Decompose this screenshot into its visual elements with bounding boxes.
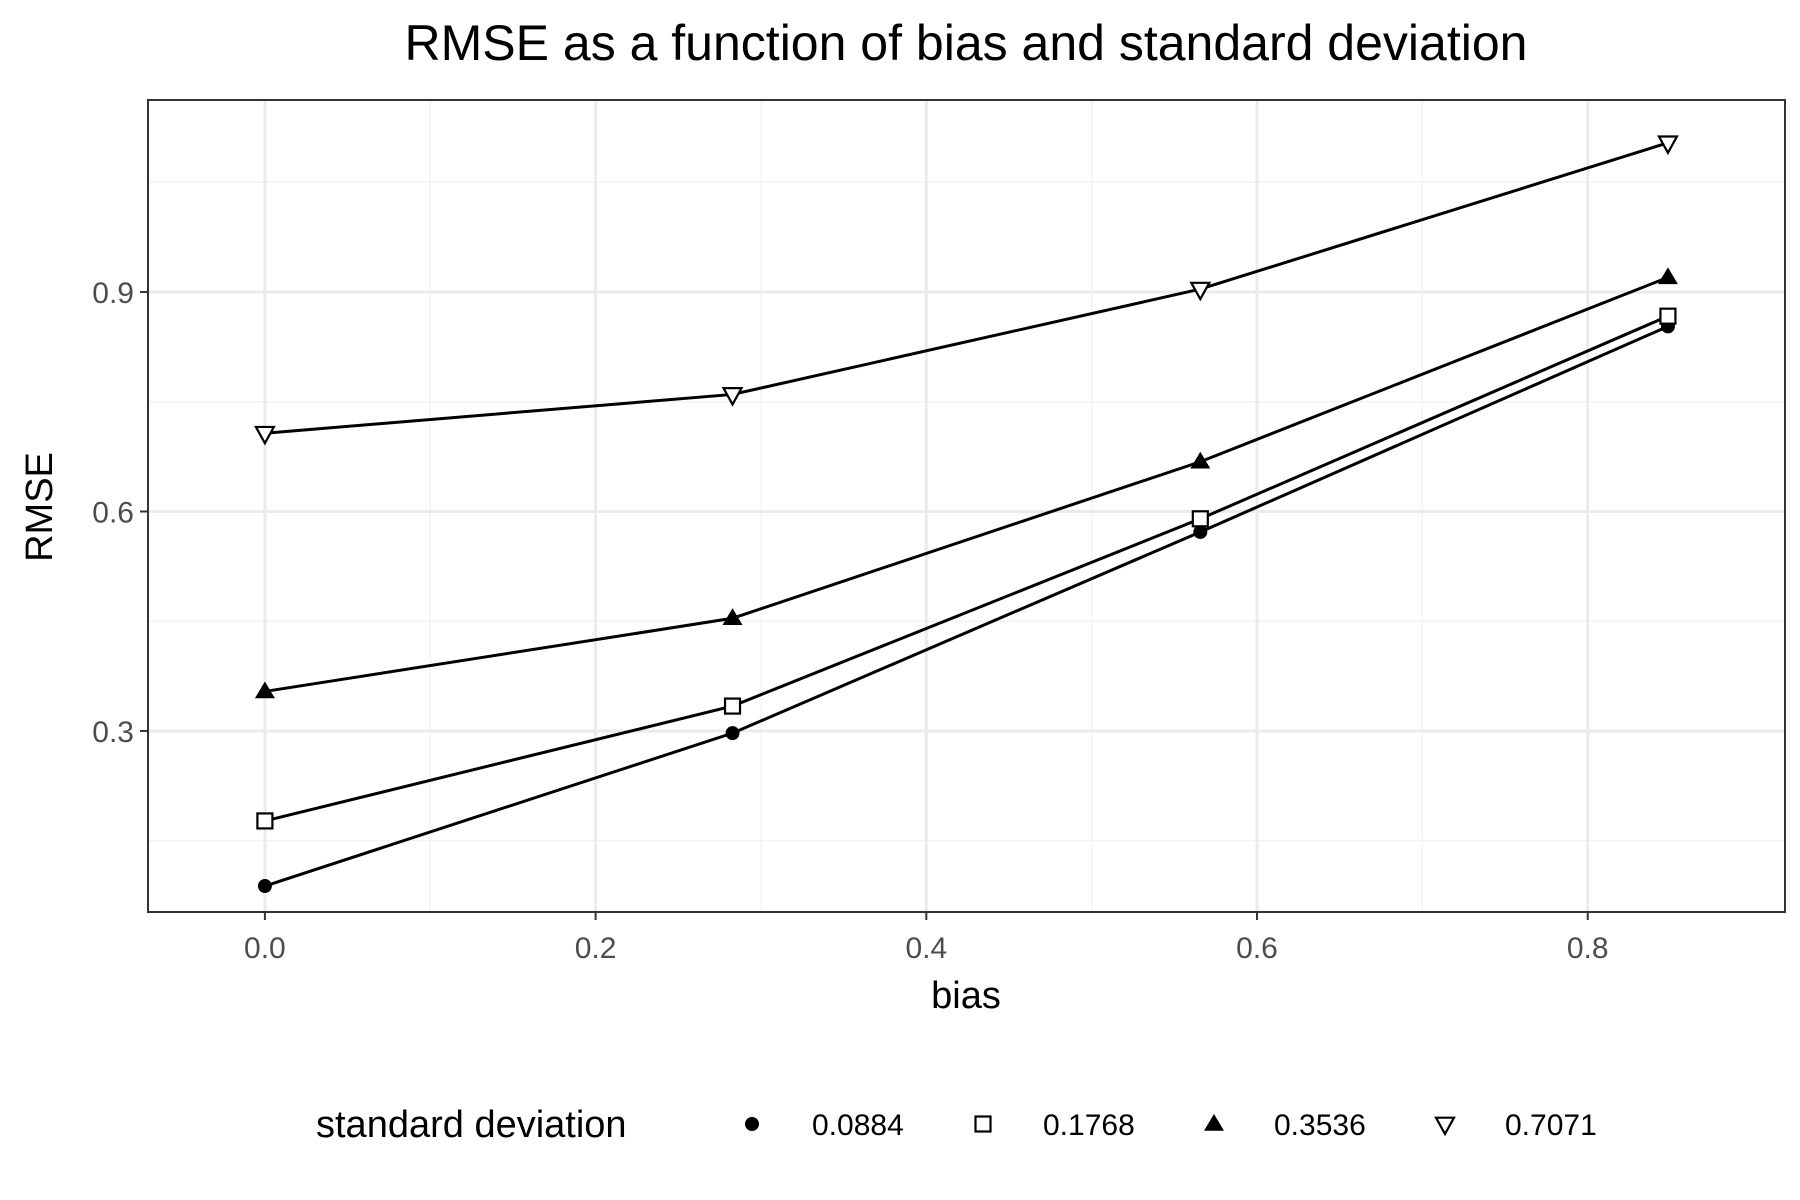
series-lines — [264, 141, 1669, 888]
series-line-0.0884 — [264, 325, 1669, 888]
legend-label-0.3536: 0.3536 — [1274, 1109, 1366, 1142]
y-axis-title: RMSE — [19, 452, 61, 562]
y-axis-ticks: 0.3 0.6 0.9 — [92, 277, 148, 749]
series-line-0.1768 — [264, 314, 1669, 823]
x-axis-title: bias — [931, 975, 1001, 1017]
y-tick-label: 0.6 — [92, 496, 134, 529]
legend: standard deviation 0.0884 0.1768 0.3536 0.7… — [316, 1104, 1597, 1146]
x-axis-ticks: 0.0 0.2 0.4 0.6 0.8 — [244, 912, 1609, 965]
x-tick-label: 0.4 — [905, 932, 947, 965]
data-point-0.3536 — [722, 608, 743, 626]
legend-key-0.1768 — [974, 1115, 992, 1133]
x-tick-label: 0.8 — [1567, 932, 1609, 965]
data-point-0.0884 — [725, 726, 740, 741]
chart-title: RMSE as a function of bias and standard … — [405, 15, 1528, 71]
data-point-0.7071 — [254, 425, 276, 446]
x-tick-label: 0.2 — [575, 932, 617, 965]
data-point-0.7071 — [1657, 135, 1679, 156]
legend-label-0.7071: 0.7071 — [1505, 1109, 1597, 1142]
x-tick-label: 0.6 — [1236, 932, 1278, 965]
data-point-0.3536 — [1657, 267, 1678, 285]
plot-panel-border — [147, 99, 1786, 913]
x-tick-label: 0.0 — [244, 932, 286, 965]
data-point-0.1768 — [1191, 510, 1209, 528]
data-point-0.0884 — [257, 879, 272, 894]
legend-key-0.3536 — [1204, 1114, 1224, 1131]
legend-key-0.7071 — [1434, 1116, 1456, 1137]
y-tick-label: 0.9 — [92, 277, 134, 310]
legend-key-0.0884 — [745, 1117, 759, 1131]
y-tick-label: 0.3 — [92, 716, 134, 749]
legend-title: standard deviation — [316, 1104, 627, 1146]
series-line-0.7071 — [264, 141, 1669, 435]
data-point-0.0884 — [1193, 524, 1208, 539]
data-point-0.1768 — [723, 697, 742, 715]
series-line-0.3536 — [264, 276, 1669, 693]
legend-items: 0.0884 0.1768 0.3536 0.7071 — [745, 1109, 1597, 1142]
data-point-0.3536 — [1190, 451, 1211, 469]
data-point-0.1768 — [256, 812, 274, 830]
legend-label-0.1768: 0.1768 — [1043, 1109, 1135, 1142]
data-point-0.7071 — [1189, 281, 1212, 302]
minor-gridlines — [148, 100, 1785, 912]
data-point-0.1768 — [1659, 307, 1677, 325]
data-point-0.7071 — [721, 387, 744, 407]
series-markers — [254, 135, 1679, 894]
legend-label-0.0884: 0.0884 — [812, 1109, 904, 1142]
data-point-0.3536 — [254, 681, 275, 699]
